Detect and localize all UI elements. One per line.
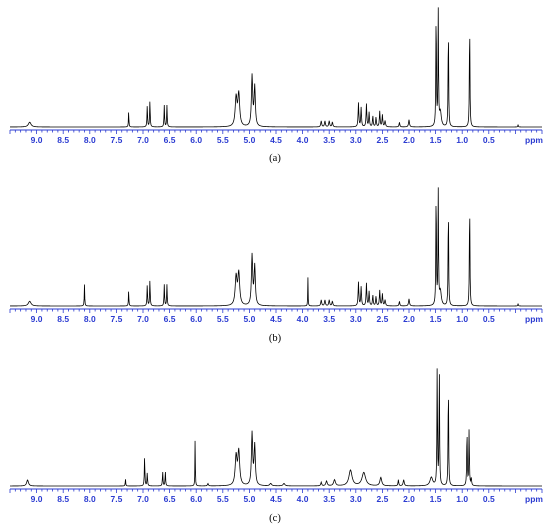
tick-label: 5.5 (217, 314, 229, 324)
panel-label-b: (b) (269, 333, 282, 344)
tick-label: 8.0 (84, 135, 96, 145)
spectrum-panel-b: 9.0 8.5 8.0 7.5 7.0 6.5 6.0 5.5 5.0 4.5 4.0 3.5 3.0 2… (9, 187, 543, 344)
tick-label: 9.0 (31, 494, 43, 504)
peak-apex (149, 279, 150, 280)
tick-label: 8.5 (57, 135, 69, 145)
tick-label: 3.0 (350, 135, 362, 145)
tick-label: 2.0 (403, 135, 415, 145)
peak-apex (165, 471, 166, 472)
tick-label: 3.5 (323, 494, 335, 504)
tick-label: 2.5 (376, 135, 388, 145)
tick-label: 2.0 (403, 494, 415, 504)
spectrum-trace (10, 368, 542, 487)
peak-apex (439, 371, 440, 372)
tick-label: 3.5 (323, 314, 335, 324)
tick-label: 6.0 (190, 314, 202, 324)
x-axis-unit-label: ppm (525, 135, 543, 145)
tick-label: 1.5 (430, 494, 442, 504)
tick-label: 4.5 (270, 494, 282, 504)
tick-label: 7.5 (110, 135, 122, 145)
tick-label: 1.0 (456, 135, 468, 145)
peak-apex (128, 111, 129, 112)
tick-label: 7.0 (137, 494, 149, 504)
peak-apex (162, 471, 163, 472)
tick-label: 1.5 (430, 314, 442, 324)
peak-apex (128, 290, 129, 291)
peak-apex (195, 435, 196, 436)
spectrum-trace (9, 187, 542, 307)
tick-label: 6.0 (190, 494, 202, 504)
tick-label: 1.0 (456, 494, 468, 504)
panel-label-c: (c) (269, 513, 281, 524)
tick-label: 4.5 (270, 314, 282, 324)
tick-label: 5.0 (243, 494, 255, 504)
peak-apex (147, 284, 148, 285)
spectrum-trace-group (10, 365, 542, 487)
spectrum-panel-a: 9.0 8.5 8.0 7.5 7.0 6.5 6.0 5.5 5.0 4.5 4.0 3.5 3.0 2… (9, 7, 543, 164)
tick-label: 3.5 (323, 135, 335, 145)
tick-label: 8.0 (84, 494, 96, 504)
tick-label: 5.5 (217, 494, 229, 504)
peak-apex (469, 198, 470, 199)
tick-label: 3.0 (350, 494, 362, 504)
panel-label-a: (a) (269, 153, 281, 164)
tick-label: 2.0 (403, 314, 415, 324)
tick-label: 6.5 (164, 314, 176, 324)
peak-apex (448, 203, 449, 204)
tick-label: 6.5 (164, 135, 176, 145)
ppm-axis: 9.0 8.5 8.0 7.5 7.0 6.5 6.0 5.5 5.0 4.5 4.0 3.5 3.0 2… (9, 488, 543, 504)
tick-label: 2.5 (376, 314, 388, 324)
tick-label: 9.0 (31, 314, 43, 324)
tick-label: 7.0 (137, 135, 149, 145)
tick-label: 5.5 (217, 135, 229, 145)
x-axis-unit-label: ppm (525, 494, 543, 504)
peak-apex (144, 456, 145, 457)
tick-label: 0.5 (483, 135, 495, 145)
tick-label: 2.5 (376, 494, 388, 504)
tick-label: 7.5 (110, 314, 122, 324)
spectrum-trace-group (9, 187, 542, 307)
ppm-axis: 9.0 8.5 8.0 7.5 7.0 6.5 6.0 5.5 5.0 4.5 4.0 3.5 3.0 2… (9, 129, 543, 145)
tick-label: 1.5 (430, 135, 442, 145)
tick-label: 9.0 (31, 135, 43, 145)
peak-apex (436, 187, 437, 188)
tick-label: 5.0 (243, 314, 255, 324)
tick-label: 4.5 (270, 135, 282, 145)
tick-label: 7.5 (110, 494, 122, 504)
peak-apex (147, 105, 148, 106)
peak-apex (149, 100, 150, 101)
tick-label: 3.0 (350, 314, 362, 324)
peak-apex (437, 365, 438, 366)
peak-apex (469, 427, 470, 428)
tick-label: 8.5 (57, 494, 69, 504)
tick-label: 4.0 (297, 135, 309, 145)
tick-label: 6.5 (164, 494, 176, 504)
tick-label: 1.0 (456, 314, 468, 324)
tick-label: 4.0 (297, 314, 309, 324)
peak-apex (125, 478, 126, 479)
spectrum-trace (9, 7, 542, 128)
tick-label: 8.0 (84, 314, 96, 324)
peak-apex (466, 427, 467, 428)
tick-label: 5.0 (243, 135, 255, 145)
peak-apex (436, 7, 437, 8)
peak-apex (448, 380, 449, 381)
tick-label: 6.0 (190, 135, 202, 145)
tick-label: 8.5 (57, 314, 69, 324)
spectrum-trace-group (9, 7, 542, 128)
ppm-axis: 9.0 8.5 8.0 7.5 7.0 6.5 6.0 5.5 5.0 4.5 4.0 3.5 3.0 2… (9, 308, 543, 324)
tick-label: 0.5 (483, 494, 495, 504)
tick-label: 4.0 (297, 494, 309, 504)
x-axis-unit-label: ppm (525, 314, 543, 324)
tick-label: 7.0 (137, 314, 149, 324)
spectrum-panel-c: 9.0 8.5 8.0 7.5 7.0 6.5 6.0 5.5 5.0 4.5 4.0 3.5 3.0 2… (9, 365, 543, 524)
tick-label: 0.5 (483, 314, 495, 324)
peak-apex (469, 19, 470, 20)
peak-apex (448, 23, 449, 24)
